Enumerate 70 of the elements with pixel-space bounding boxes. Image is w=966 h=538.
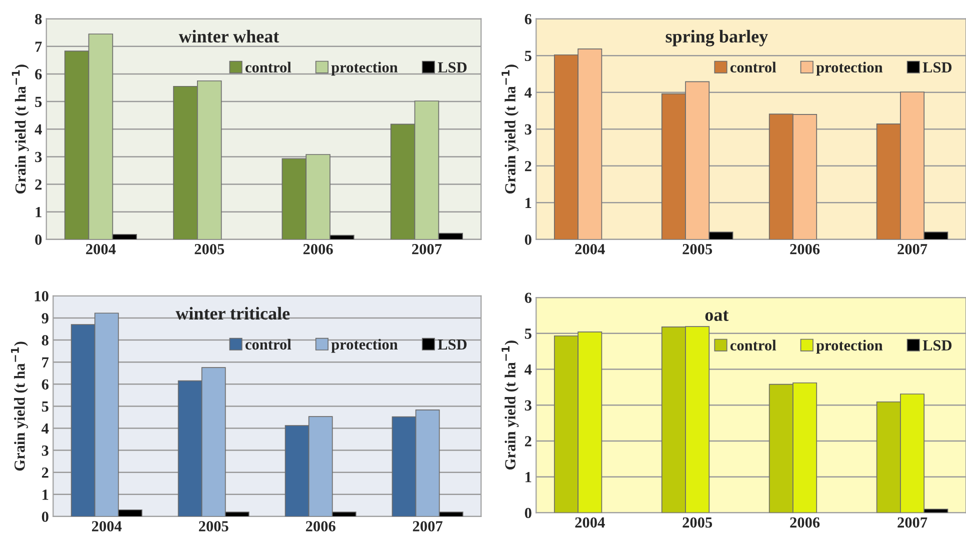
y-tick-label: 3 [524, 124, 532, 135]
y-tick-label: 4 [42, 423, 49, 434]
y-tick-label: 1 [42, 490, 48, 500]
y-tick-label: 1 [526, 472, 532, 482]
legend-label: LSD [922, 340, 952, 351]
chart-title: winter triticale [176, 306, 290, 320]
y-axis-title: Grain yield (t ha$^{−1}$) [502, 64, 519, 194]
text: oat [705, 310, 729, 321]
y-tick-label: 5 [524, 328, 532, 339]
y-tick-label: 2 [42, 468, 48, 478]
y-tick-label: 5 [42, 401, 48, 412]
x-tick-label: 2006 [306, 521, 336, 532]
legend-label: LSD [922, 62, 952, 73]
y-tick-label: 5 [35, 96, 42, 107]
y-tick-label: 0 [524, 508, 532, 518]
x-tick-label: 2005 [198, 521, 228, 532]
y-tick-label: 1 [526, 198, 532, 208]
x-tick-label: 2005 [682, 517, 712, 528]
x-tick-label: 2004 [86, 244, 116, 254]
y-tick-label: 6 [35, 69, 42, 80]
y-tick-label: 7 [42, 357, 49, 368]
x-tick-label: 2006 [790, 517, 820, 528]
y-tick-label: 4 [34, 124, 42, 134]
y-tick-label: 5 [524, 50, 532, 62]
x-tick-label: 2004 [575, 244, 605, 254]
y-tick-label: 6 [524, 14, 532, 24]
y-tick-label: 9 [42, 313, 48, 324]
legend-label: control [730, 340, 776, 351]
legend-label: protection [816, 340, 883, 354]
y-axis-title: Grain yield (t ha$^{−1}$) [11, 342, 28, 471]
y-axis-title: Grain yield (t ha$^{−1}$) [12, 64, 29, 194]
legend-label: protection [331, 338, 398, 353]
text: spring barley [666, 30, 768, 46]
y-tick-label: 2 [35, 179, 42, 190]
x-tick-label: 2007 [898, 244, 928, 254]
x-tick-label: 2005 [682, 244, 712, 254]
legend-label: protection [331, 62, 398, 76]
y-tick-label: 4 [524, 364, 532, 375]
y-tick-label: 6 [524, 292, 532, 303]
legend-label: control [246, 62, 292, 73]
x-tick-label: 2004 [92, 521, 122, 532]
y-tick-label: 8 [35, 14, 42, 24]
y-tick-label: 6 [42, 379, 49, 390]
y-tick-label: 7 [35, 42, 42, 52]
legend-label: LSD [438, 62, 467, 73]
chart-title: winter wheat [178, 30, 280, 43]
x-tick-label: 2004 [575, 517, 605, 528]
legend-label: control [730, 62, 776, 73]
legend-label: control [246, 338, 292, 350]
y-tick-label: 3 [35, 152, 42, 162]
x-tick-label: 2006 [303, 244, 333, 254]
y-tick-label: 3 [42, 445, 48, 456]
y-tick-label: 4 [524, 88, 532, 98]
y-tick-label: 0 [42, 512, 48, 522]
x-tick-label: 2007 [412, 244, 442, 254]
y-tick-label: 3 [524, 400, 532, 411]
legend-label: LSD [438, 339, 467, 350]
y-tick-label: 2 [524, 161, 532, 172]
x-tick-label: 2005 [194, 244, 224, 254]
legend-label: protection [816, 62, 883, 76]
y-axis-title: Grain yield (t ha$^{−1}$) [502, 340, 519, 470]
x-tick-label: 2006 [790, 244, 820, 254]
x-tick-label: 2007 [898, 517, 928, 528]
y-tick-label: 0 [35, 234, 42, 245]
y-tick-label: 0 [524, 234, 532, 245]
y-tick-label: 10 [34, 291, 48, 302]
y-tick-label: 1 [36, 207, 42, 218]
y-tick-label: 8 [42, 335, 48, 346]
y-tick-label: 2 [524, 436, 532, 446]
x-tick-label: 2007 [412, 521, 442, 532]
